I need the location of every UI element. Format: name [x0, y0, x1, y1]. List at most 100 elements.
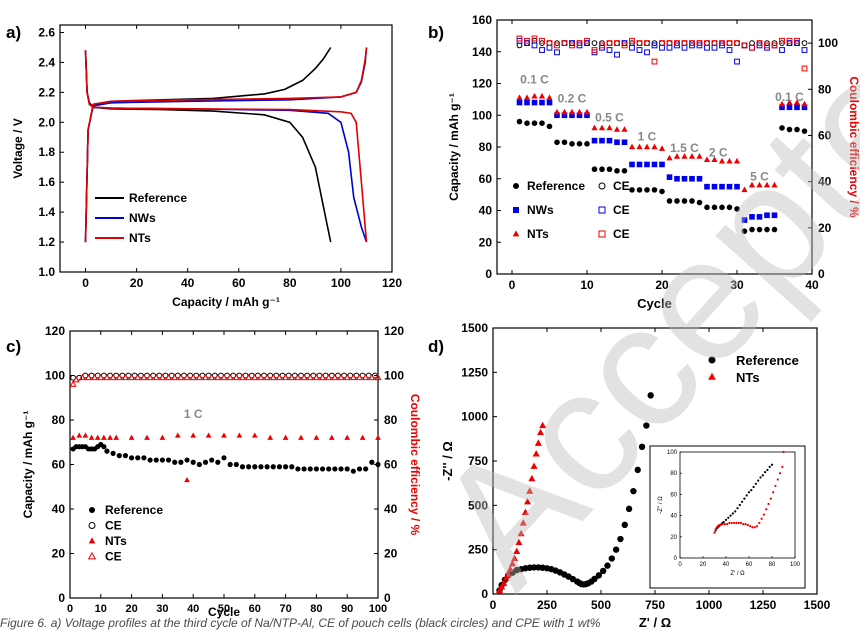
x-axis-label: Cycle	[637, 296, 672, 311]
capacity-point	[801, 100, 808, 107]
capacity-point	[307, 466, 313, 472]
capacity-point	[651, 161, 658, 168]
impedance-point	[500, 579, 508, 586]
capacity-point	[696, 199, 703, 206]
x-tick-label: 120	[382, 276, 402, 290]
impedance-point	[524, 497, 532, 505]
ce-point	[711, 44, 718, 51]
rate-label: 0.5 C	[595, 111, 624, 125]
capacity-point	[524, 99, 530, 106]
ce-point	[734, 40, 740, 46]
inset-point	[738, 503, 741, 507]
capacity-point	[546, 123, 553, 130]
capacity-point	[674, 175, 680, 182]
capacity-point	[771, 212, 778, 219]
impedance-point	[517, 529, 525, 537]
capacity-point	[531, 120, 538, 126]
capacity-point	[516, 118, 523, 125]
panel-label: a)	[6, 23, 21, 42]
ce-point	[195, 373, 203, 381]
capacity-point	[153, 457, 159, 463]
capacity-point	[779, 104, 785, 111]
y-axis-label: Capacity / mAh g⁻¹	[21, 411, 35, 519]
x-tick-label: 100	[369, 603, 387, 615]
capacity-point	[531, 92, 538, 99]
impedance-point	[638, 443, 646, 451]
capacity-point	[576, 141, 583, 147]
capacity-point	[741, 228, 748, 234]
inset-y-axis-label: -Z'' / Ω	[658, 496, 664, 514]
ce-point	[294, 373, 302, 381]
capacity-point	[689, 198, 695, 204]
capacity-point	[756, 214, 763, 220]
legend-marker	[513, 183, 519, 189]
rate-label: 1 C	[638, 130, 657, 144]
x-tick-label: 60	[232, 276, 246, 290]
legend-marker	[708, 372, 716, 380]
y-tick-label: 1500	[461, 321, 488, 335]
ce-point	[282, 373, 290, 381]
ce-point	[103, 373, 111, 381]
inset-point	[737, 521, 740, 525]
ce-point	[69, 380, 77, 387]
ce-point	[576, 40, 583, 46]
inset-point	[776, 478, 779, 481]
capacity-point	[786, 104, 793, 111]
ce-point	[801, 47, 808, 53]
capacity-point	[733, 157, 741, 164]
capacity-point	[221, 455, 227, 461]
capacity-point	[298, 434, 304, 440]
capacity-point	[531, 99, 538, 106]
ce-point	[152, 373, 160, 381]
capacity-point	[659, 188, 665, 195]
y2-tick-label: 0	[384, 591, 391, 605]
ce-point	[146, 373, 154, 381]
capacity-point	[689, 175, 695, 182]
capacity-point	[681, 153, 688, 159]
x-tick-label: 20	[130, 276, 144, 290]
x-tick-label: 10	[95, 603, 107, 615]
capacity-point	[338, 466, 344, 472]
inset-point	[752, 485, 755, 489]
capacity-point	[76, 432, 83, 438]
impedance-point	[630, 487, 637, 495]
impedance-point	[595, 572, 603, 579]
impedance-point	[530, 462, 538, 469]
ce-point	[177, 373, 185, 381]
inset-point	[729, 514, 732, 517]
capacity-point	[246, 464, 252, 470]
capacity-point	[794, 126, 800, 133]
capacity-point	[356, 466, 363, 472]
capacity-point	[116, 453, 122, 459]
ce-point	[158, 373, 166, 381]
capacity-point	[239, 464, 246, 470]
y-tick-label: 2.4	[38, 55, 55, 69]
ce-point	[319, 373, 327, 381]
inset-point	[735, 521, 738, 525]
x-tick-label: 80	[283, 276, 297, 290]
capacity-point	[794, 104, 800, 111]
ce-point	[779, 47, 785, 53]
capacity-point	[726, 157, 733, 164]
ce-point	[636, 47, 643, 53]
x-tick-label: 20	[655, 278, 669, 292]
y-tick-label: 80	[52, 413, 66, 427]
plot-frame	[59, 24, 393, 273]
y-tick-label: 2.2	[38, 85, 55, 99]
ce-point	[554, 42, 560, 49]
legend-marker	[88, 537, 96, 544]
ce-point	[134, 373, 142, 381]
inset-point	[747, 491, 751, 494]
capacity-point	[196, 461, 202, 468]
capacity-point	[113, 434, 120, 440]
legend-marker	[512, 230, 520, 237]
capacity-point	[681, 175, 688, 182]
x-tick-label: 100	[331, 276, 351, 290]
capacity-point	[252, 464, 258, 470]
ce-point	[801, 65, 808, 72]
ce-point	[681, 40, 688, 46]
capacity-point	[524, 120, 530, 126]
y-tick-label: 1.4	[38, 205, 55, 219]
inset-point	[726, 522, 729, 526]
